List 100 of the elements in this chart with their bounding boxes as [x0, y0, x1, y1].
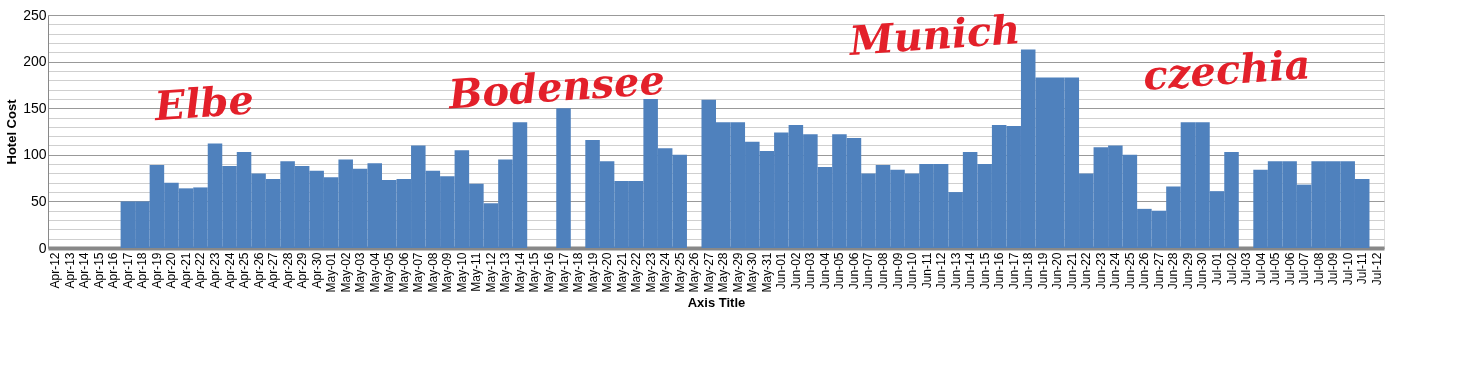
x-tick-label: May-29: [730, 252, 745, 293]
x-tick-label: Jul-02: [1224, 252, 1239, 286]
x-tick-label: May-27: [701, 252, 716, 293]
x-tick-label: Apr-25: [237, 252, 252, 289]
x-tick-label: Jun-21: [1064, 252, 1079, 290]
x-tick-label: Apr-27: [266, 252, 281, 289]
x-tick-label: Jun-20: [1050, 252, 1065, 290]
x-tick-label: Jun-28: [1166, 252, 1181, 290]
x-tick-label: May-19: [585, 252, 600, 293]
x-tick-label: Jun-04: [817, 252, 832, 290]
x-tick-label: Jun-29: [1180, 252, 1195, 290]
x-tick-label: Jun-10: [905, 252, 920, 290]
x-tick-label: Apr-15: [91, 252, 106, 289]
x-tick-label: Apr-14: [77, 252, 92, 289]
x-tick-label: Jul-04: [1253, 252, 1268, 286]
x-tick-label: May-06: [396, 252, 411, 293]
y-tick-label: 0: [38, 239, 47, 256]
y-tick-label: 50: [30, 192, 47, 209]
y-axis-title: Hotel Cost: [4, 98, 20, 165]
y-tick-label: 250: [23, 6, 47, 23]
x-tick-label: Jul-07: [1297, 252, 1312, 286]
x-tick-label: Apr-28: [280, 252, 295, 289]
x-tick-label: Apr-22: [193, 252, 208, 289]
bar: [556, 108, 571, 248]
x-tick-label: Jun-01: [774, 252, 789, 290]
x-axis-title: Axis Title: [687, 294, 746, 310]
x-tick-label: Jul-01: [1210, 252, 1224, 286]
x-tick-label: Jun-11: [919, 252, 934, 289]
x-tick-label: May-12: [483, 252, 498, 293]
x-tick-label: May-18: [571, 252, 586, 293]
x-tick-label: May-31: [759, 252, 774, 293]
y-tick-label: 100: [23, 146, 47, 163]
x-tick-label: Jun-17: [1006, 252, 1021, 290]
x-tick-label: Jun-14: [963, 252, 978, 290]
x-tick-label: May-10: [454, 252, 469, 293]
x-tick-label: Apr-24: [222, 252, 237, 289]
x-tick-label: Jun-12: [934, 252, 949, 290]
x-tick-label: May-11: [469, 252, 484, 292]
x-tick-label: Jun-19: [1035, 252, 1050, 290]
x-tick-label: Apr-12: [48, 252, 63, 289]
x-tick-label: May-17: [556, 252, 571, 293]
x-tick-label: May-13: [498, 252, 513, 293]
x-tick-label: Jul-12: [1369, 252, 1384, 286]
x-tick-label: Jul-08: [1311, 252, 1326, 286]
x-tick-label: Jun-13: [948, 252, 963, 290]
x-tick-label: May-28: [716, 252, 731, 293]
x-tick-label: Apr-23: [208, 252, 222, 289]
y-tick-label: 150: [23, 99, 47, 116]
x-tick-label: Jul-05: [1268, 252, 1283, 286]
x-tick-label: Jun-05: [832, 252, 847, 290]
x-tick-label: Apr-19: [149, 252, 164, 289]
x-tick-label: May-07: [411, 252, 426, 293]
x-tick-label: Jun-30: [1195, 252, 1210, 290]
x-tick-label: Jun-07: [861, 252, 876, 290]
x-tick-label: Jun-15: [977, 252, 992, 290]
x-tick-label: Apr-30: [309, 252, 324, 289]
x-tick-label: May-24: [658, 252, 673, 293]
x-tick-label: Jun-27: [1151, 252, 1166, 290]
x-tick-label: May-30: [745, 252, 760, 293]
x-tick-label: May-02: [338, 252, 353, 293]
x-tick-label: Jun-23: [1093, 252, 1108, 290]
x-tick-label: May-23: [643, 252, 658, 293]
x-tick-label: May-09: [440, 252, 455, 293]
x-tick-label: Apr-26: [251, 252, 266, 289]
x-tick-label: May-21: [614, 252, 629, 293]
x-tick-label: May-14: [512, 252, 527, 293]
x-tick-label: Jun-18: [1021, 252, 1036, 290]
x-tick-label: Jun-08: [876, 252, 890, 290]
x-tick-label: Jul-03: [1239, 252, 1254, 286]
x-tick-label: May-08: [425, 252, 440, 293]
x-tick-label: Jun-06: [846, 252, 861, 290]
x-tick-label: Jun-16: [992, 252, 1007, 290]
x-tick-label: May-05: [382, 252, 397, 293]
x-tick-label: May-22: [629, 252, 644, 293]
x-tick-label: Apr-20: [164, 252, 179, 289]
x-tick-label: May-15: [527, 252, 542, 293]
x-tick-label: Jul-09: [1326, 252, 1341, 286]
x-tick-label: Jun-22: [1079, 252, 1094, 290]
annotation: Bodensee: [445, 55, 667, 118]
annotation: Munich: [845, 5, 1022, 65]
x-tick-label: May-04: [367, 252, 382, 293]
y-tick-label: 200: [23, 53, 47, 70]
x-tick-label: May-26: [687, 252, 702, 293]
x-tick-label: Jul-10: [1340, 252, 1355, 286]
x-tick-label: May-20: [600, 252, 615, 293]
x-tick-label: Jul-11: [1355, 252, 1370, 285]
annotation: czechia: [1141, 40, 1312, 99]
x-tick-label: May-16: [542, 252, 556, 293]
x-tick-label: May-01: [324, 252, 339, 293]
x-tick-label: Jun-26: [1137, 252, 1152, 290]
x-tick-label: Jun-09: [890, 252, 905, 290]
x-tick-label: Jun-02: [788, 252, 803, 290]
x-tick-label: May-03: [353, 252, 368, 293]
x-tick-label: Apr-13: [62, 252, 77, 289]
x-tick-label: Apr-29: [295, 252, 310, 289]
annotation: Elbe: [152, 75, 256, 130]
x-tick-label: Jul-06: [1282, 252, 1297, 286]
x-tick-label: May-25: [672, 252, 687, 293]
x-tick-label: Jun-03: [803, 252, 818, 290]
x-tick-label: Apr-18: [135, 252, 150, 289]
